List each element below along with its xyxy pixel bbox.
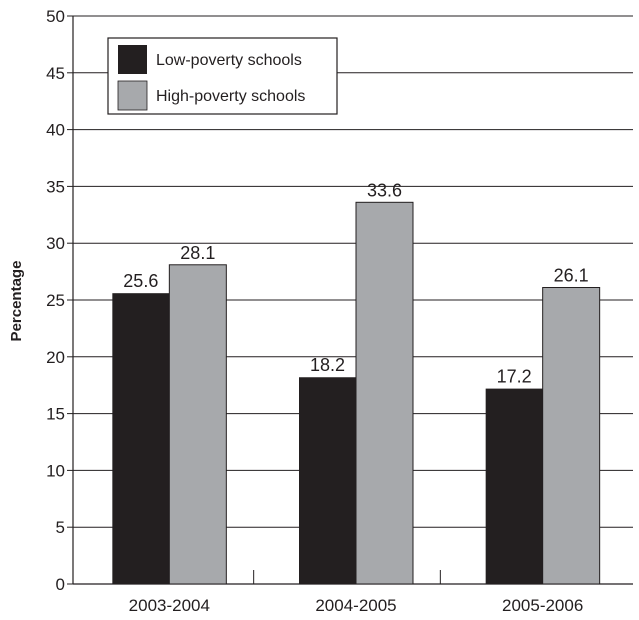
legend-label-high-poverty: High-poverty schools (156, 88, 305, 105)
data-label: 26.1 (554, 266, 589, 286)
y-tick-label: 35 (46, 177, 65, 196)
legend-swatch-low-poverty (118, 45, 147, 74)
x-tick-label: 2003-2004 (129, 596, 210, 615)
bar (168, 264, 227, 585)
legend-label-low-poverty: Low-poverty schools (156, 52, 302, 69)
y-tick-label: 10 (46, 461, 65, 480)
y-axis-label: Percentage (8, 261, 25, 342)
y-tick-label: 15 (46, 405, 65, 424)
data-label: 25.6 (123, 271, 158, 291)
data-label: 33.6 (367, 180, 402, 200)
bar (542, 287, 601, 585)
legend-swatch-high-poverty (117, 80, 148, 111)
tick-labels: 0 5 10 15 20 25 30 35 40 45 50 2003-2004 2004-2005 20… (46, 7, 583, 615)
y-tick-label: 40 (46, 121, 65, 140)
data-label: 17.2 (497, 367, 532, 387)
x-tick-label: 2005-2006 (502, 596, 583, 615)
y-tick-label: 45 (46, 64, 65, 83)
data-label: 28.1 (180, 243, 215, 263)
legend: Low-poverty schools High-poverty schools (107, 37, 338, 115)
y-tick-label: 50 (46, 7, 65, 26)
y-tick-label: 25 (46, 291, 65, 310)
y-tick-label: 0 (56, 575, 65, 594)
bar (485, 388, 543, 584)
bar (112, 293, 170, 584)
x-tick-label: 2004-2005 (315, 596, 396, 615)
bar (355, 201, 414, 585)
y-tick-label: 20 (46, 348, 65, 367)
y-tick-label: 5 (56, 518, 65, 537)
data-labels: 25.6 28.1 18.2 33.6 17.2 26.1 (123, 180, 588, 386)
bar (299, 377, 356, 584)
bars (112, 201, 601, 585)
data-label: 18.2 (310, 355, 345, 375)
y-tick-label: 30 (46, 234, 65, 253)
